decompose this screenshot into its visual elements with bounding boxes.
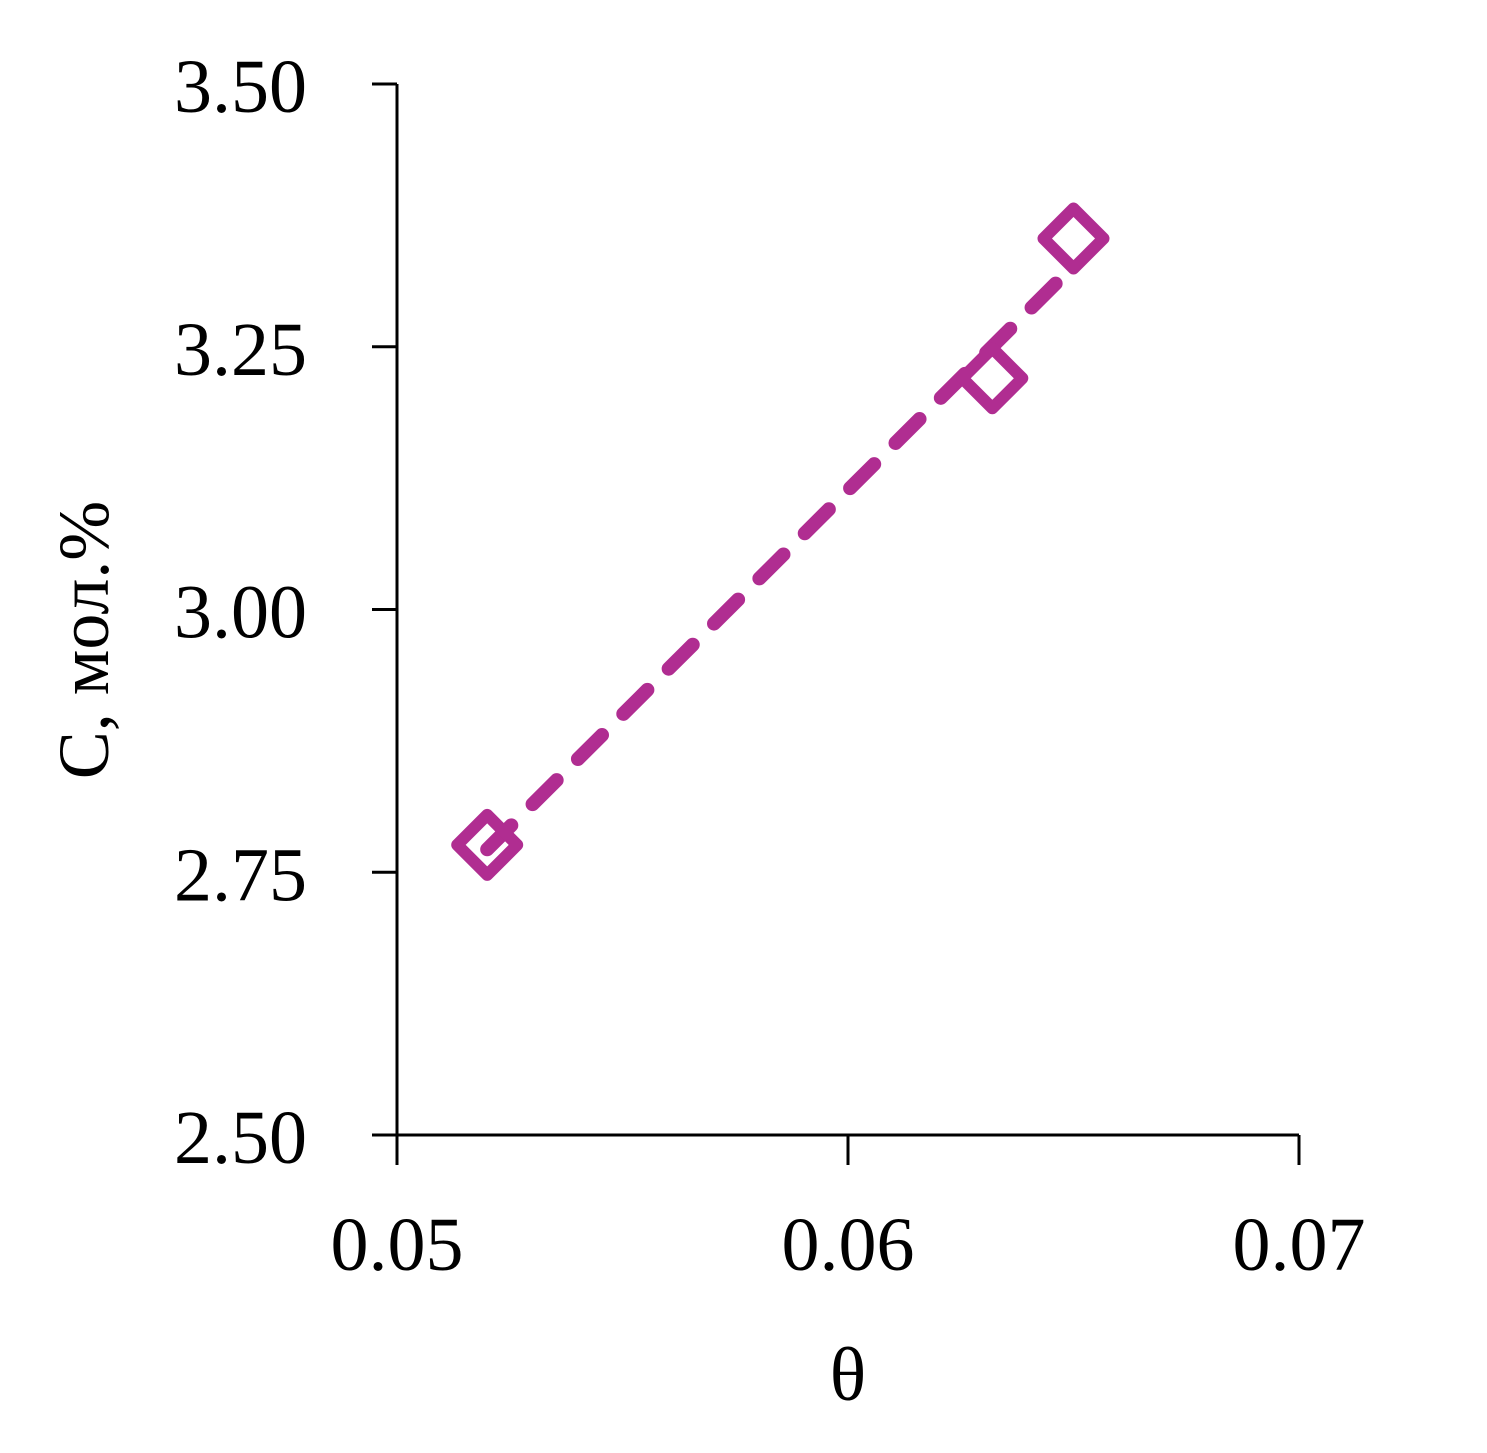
y-tick-label: 3.50 (174, 45, 307, 129)
y-tick-label: 2.50 (174, 1096, 307, 1180)
axes (372, 82, 1301, 1165)
x-tick-label: 0.07 (1233, 1203, 1366, 1287)
y-tick-label: 3.25 (174, 308, 307, 392)
tick-labels: 2.50 2.75 3.00 3.25 3.50 0.05 0.06 0.07 (174, 45, 1366, 1287)
data-point (1037, 202, 1110, 275)
y-axis-label: C, мол.% (44, 501, 124, 780)
data-point (451, 808, 524, 881)
data-point (956, 342, 1029, 415)
x-axis-label: θ (830, 1333, 866, 1417)
y-tick-label: 3.00 (174, 571, 307, 655)
data-marks (451, 202, 1110, 881)
x-tick-label: 0.06 (782, 1203, 915, 1287)
x-tick-label: 0.05 (331, 1203, 464, 1287)
y-tick-label: 2.75 (174, 833, 307, 917)
trendline (480, 258, 1081, 857)
